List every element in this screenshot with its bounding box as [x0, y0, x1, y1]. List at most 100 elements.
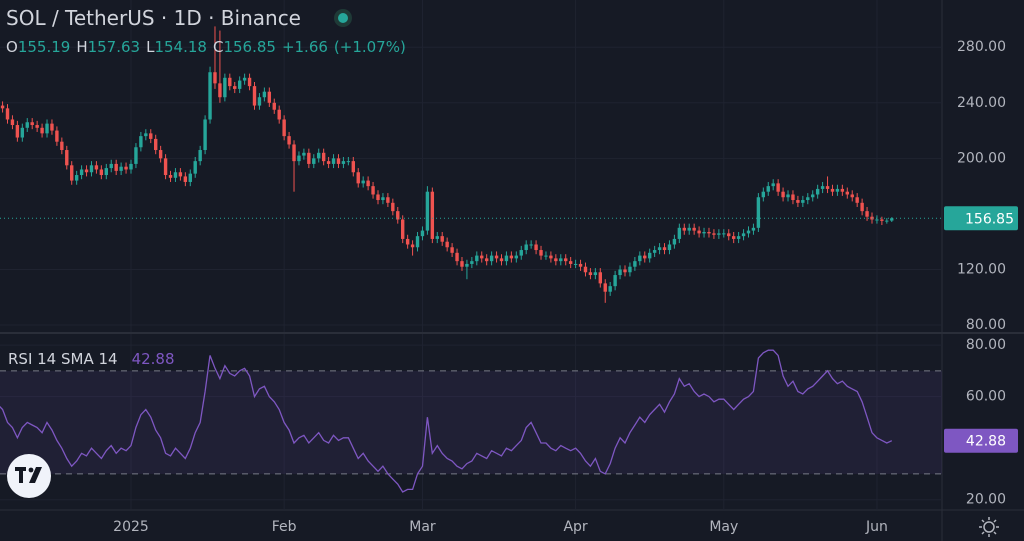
candle-body [628, 266, 632, 273]
candle-body [30, 122, 34, 126]
candle-body [173, 172, 178, 178]
status-dot [334, 9, 352, 27]
candle-body [618, 269, 622, 276]
candle-body [415, 236, 420, 248]
rsi-legend[interactable]: RSI 14 SMA 14 42.88 [8, 350, 175, 368]
ohlc-row: O155.19 H157.63 L154.18 C156.85 +1.66 (+1.07%… [6, 38, 412, 56]
candle-body [652, 250, 657, 253]
last-price-box [944, 206, 1018, 231]
candle-body [514, 255, 519, 259]
x-tick-label: Apr [563, 519, 587, 535]
candle-body [109, 163, 113, 169]
candle-body [830, 188, 835, 192]
candle-body [84, 169, 89, 173]
candle-body [776, 183, 780, 192]
candle-body [326, 161, 331, 164]
candle-body [213, 72, 217, 84]
candle-body [815, 188, 820, 195]
candle-body [144, 133, 148, 137]
candle-body [717, 233, 721, 235]
candle-body [45, 123, 49, 134]
candle-body [346, 161, 351, 163]
candle-body [494, 255, 499, 259]
tv-logo[interactable] [7, 454, 51, 498]
candle-body [860, 202, 864, 212]
candle-body [702, 231, 706, 234]
candle-body [272, 102, 276, 110]
candle-body [712, 233, 716, 235]
candle-body [692, 227, 696, 231]
candle-body [20, 127, 25, 138]
candle-body [262, 91, 267, 98]
candle-body [722, 233, 726, 235]
rsi-value-label: 42.88 [966, 434, 1006, 450]
candle-body [657, 247, 662, 251]
candle-body [648, 252, 652, 259]
candle-body [504, 255, 509, 262]
candle-body [796, 200, 800, 203]
candle-body [25, 122, 29, 128]
candle-body [361, 180, 365, 184]
candle-body [307, 152, 311, 164]
candle-body [183, 176, 188, 182]
candle-body [559, 258, 563, 262]
y-tick-label: 60.00 [966, 389, 1006, 405]
candle-body [499, 258, 504, 262]
y-tick-label: 80.00 [966, 317, 1006, 333]
candle-body [277, 109, 281, 120]
ohlc-label: H [76, 38, 88, 56]
ohlc-value: 154.18 [154, 38, 207, 56]
candle-body [386, 197, 390, 203]
candle-body [489, 255, 494, 262]
candle-body [890, 218, 894, 221]
candle-body [341, 161, 346, 164]
candle-body [460, 261, 464, 267]
candle-body [529, 244, 533, 246]
candle-body [697, 230, 701, 234]
candle-body [509, 255, 514, 259]
candle-body [223, 77, 227, 98]
candle-body [282, 119, 286, 137]
candle-body [806, 197, 810, 201]
candle-body [534, 244, 538, 251]
settings-icon[interactable] [979, 517, 999, 537]
last-price-label: 156.85 [965, 211, 1014, 227]
candle-body [430, 191, 435, 239]
candle-body [188, 173, 192, 182]
rsi-line [0, 349, 893, 493]
candle-body [687, 227, 691, 231]
candle-body [840, 188, 845, 192]
symbol-title[interactable]: SOL / TetherUS · 1D · Binance [6, 4, 412, 32]
candle-body [60, 141, 64, 151]
candle-body [410, 244, 415, 248]
rsi-band [0, 370, 942, 474]
candle-body [292, 144, 296, 162]
candle-body [583, 266, 588, 273]
candle-body [568, 261, 573, 264]
rsi-value-box [944, 428, 1018, 453]
candle-body [193, 161, 197, 174]
candle-body [40, 127, 44, 134]
candle-body [677, 227, 682, 239]
candle-body [707, 231, 711, 234]
candle-body [331, 158, 336, 164]
candle-body [317, 152, 321, 159]
candle-body [163, 158, 168, 176]
candle-body [484, 258, 489, 262]
candle-body [233, 86, 237, 89]
candle-body [850, 194, 854, 198]
candle-body [178, 172, 183, 177]
candle-body [242, 77, 247, 81]
y-tick-label: 80.00 [966, 337, 1006, 353]
x-tick-label: Feb [272, 519, 297, 535]
candle-body [475, 255, 479, 262]
candle-body [613, 275, 617, 287]
candle-body [10, 119, 15, 126]
candle-body [588, 272, 593, 276]
candle-body [371, 186, 375, 195]
header: SOL / TetherUS · 1D · Binance O155.19 H15… [6, 4, 412, 56]
candle-body [880, 219, 884, 221]
candle-body [391, 202, 395, 212]
candle-body [74, 175, 79, 181]
candle-body [302, 152, 306, 156]
